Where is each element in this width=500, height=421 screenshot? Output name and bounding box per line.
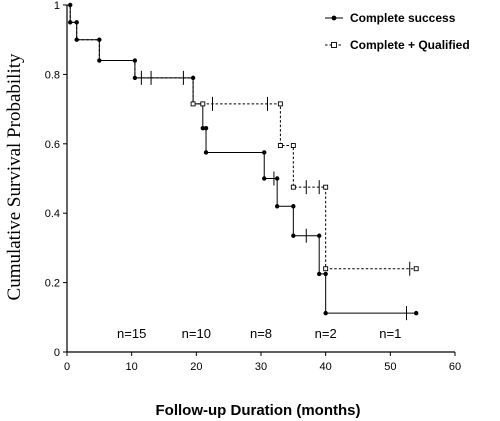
axis-ticks: 0 10 20 30 40 50 60 0 0.2 0.4 0.6 0.8 1 <box>45 0 461 373</box>
y-tick-label: 0.2 <box>45 278 60 290</box>
legend-marker-qualified <box>331 42 337 48</box>
legend: Complete success Complete + Qualified <box>325 11 470 52</box>
series-success <box>67 2 419 321</box>
legend-item-complete-success: Complete success <box>325 11 456 25</box>
data-point-success <box>317 233 322 238</box>
data-point-success <box>323 310 328 316</box>
data-point-success <box>262 176 267 181</box>
data-point-qualified <box>277 143 283 148</box>
data-point-qualified <box>290 184 296 190</box>
data-point-qualified <box>200 101 206 107</box>
number-at-risk-label: n=1 <box>379 326 401 341</box>
legend-label-qualified: Complete + Qualified <box>350 38 470 52</box>
data-point-qualified <box>323 184 329 190</box>
data-point-qualified <box>290 143 296 148</box>
data-point-qualified <box>323 266 329 272</box>
data-point-success <box>317 271 322 277</box>
x-tick-label: 20 <box>190 361 202 373</box>
x-tick-label: 40 <box>320 361 332 373</box>
data-point-success <box>291 233 296 238</box>
data-point-qualified <box>277 101 283 107</box>
number-at-risk-labels: n=15 n=10 n=8 n=2 n=1 <box>117 326 401 341</box>
data-point-success <box>274 204 280 209</box>
number-at-risk-label: n=10 <box>182 326 211 341</box>
x-tick-label: 10 <box>126 361 138 373</box>
data-point-qualified <box>190 101 196 107</box>
number-at-risk-label: n=2 <box>315 326 337 341</box>
y-tick-label: 0 <box>54 347 60 359</box>
y-axis-label: Cumulative Survival Probability <box>4 53 25 300</box>
plot-series <box>67 2 419 321</box>
data-point-success <box>203 125 209 131</box>
data-point-success <box>262 150 267 155</box>
y-tick-label: 0.4 <box>45 208 60 220</box>
data-point-qualified <box>413 266 419 272</box>
y-tick-label: 0.6 <box>45 139 60 151</box>
series-qualified <box>67 4 419 276</box>
data-point-success <box>274 176 280 181</box>
legend-label-success: Complete success <box>350 11 456 25</box>
data-point-success <box>323 271 328 277</box>
x-tick-label: 30 <box>255 361 267 373</box>
data-point-success <box>291 204 296 209</box>
x-axis-label: Follow-up Duration (months) <box>156 402 361 419</box>
x-tick-label: 50 <box>384 361 396 373</box>
number-at-risk-label: n=8 <box>250 326 272 341</box>
legend-marker-success <box>331 15 337 21</box>
x-tick-label: 0 <box>64 361 70 373</box>
data-point-success <box>203 150 209 155</box>
y-tick-label: 0.8 <box>45 69 60 81</box>
data-point-success <box>414 310 419 316</box>
y-tick-label: 1 <box>54 0 60 12</box>
number-at-risk-label: n=15 <box>117 326 146 341</box>
x-tick-label: 60 <box>449 361 461 373</box>
axes <box>66 5 455 353</box>
legend-item-complete-qualified: Complete + Qualified <box>325 38 470 52</box>
